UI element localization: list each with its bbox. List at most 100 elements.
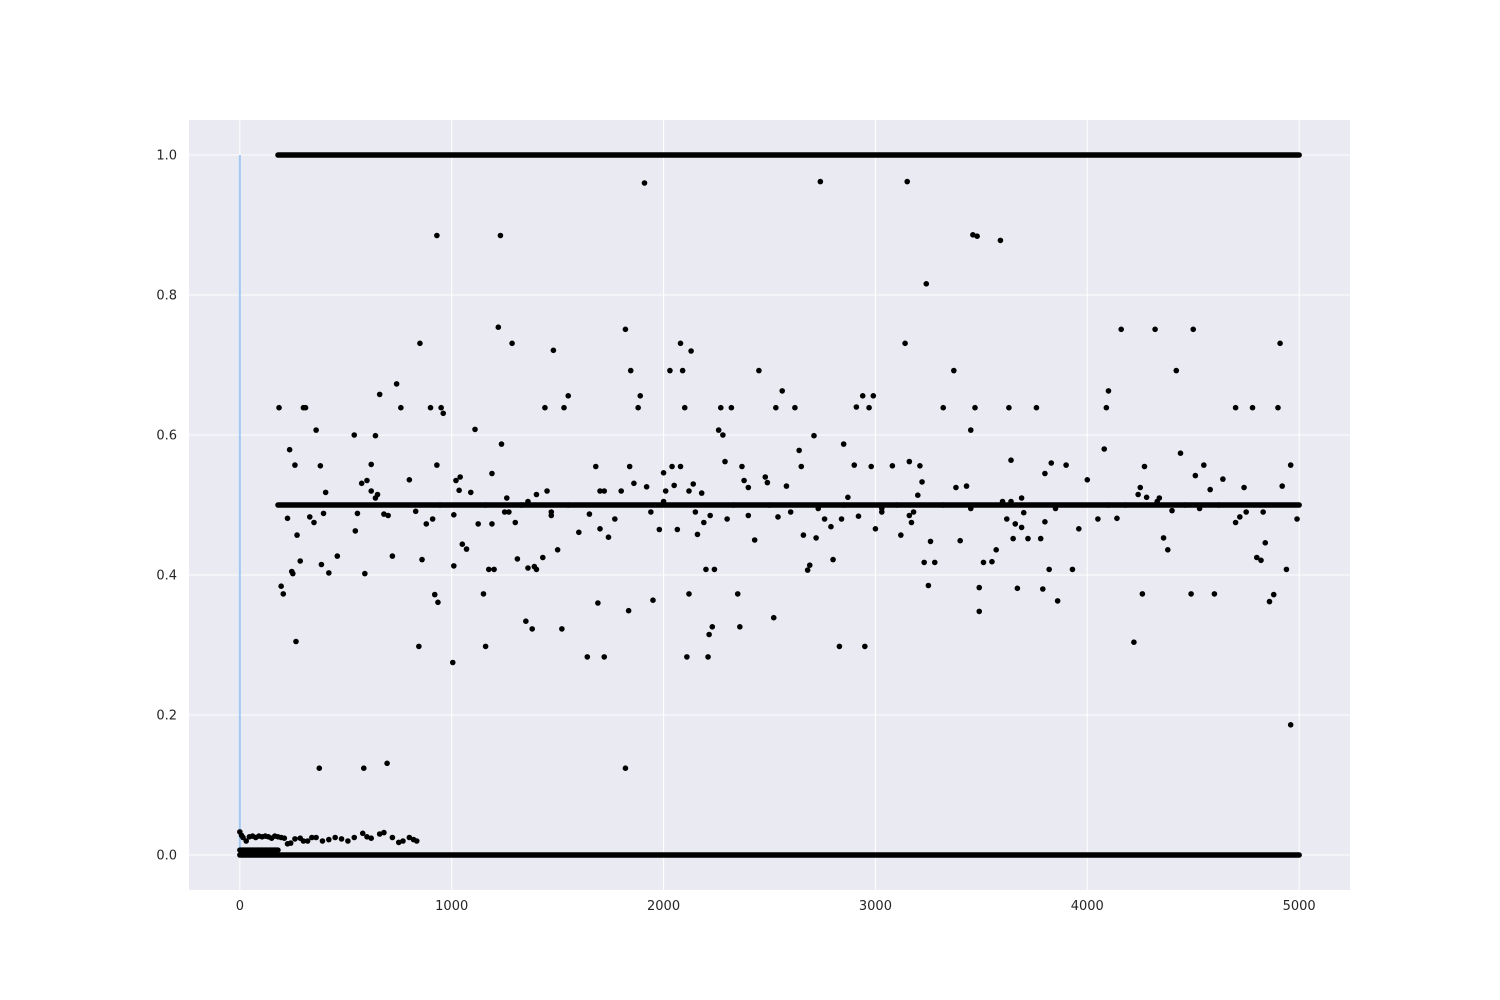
data-point — [775, 514, 781, 520]
data-point — [821, 516, 828, 522]
data-point — [684, 654, 690, 660]
data-point — [931, 559, 938, 566]
data-point — [475, 521, 481, 527]
data-point — [1137, 484, 1144, 491]
data-point — [1220, 476, 1226, 482]
data-point — [359, 830, 366, 837]
data-point — [817, 178, 824, 185]
data-point — [906, 512, 913, 519]
data-point — [681, 404, 688, 411]
data-point — [1260, 509, 1266, 515]
data-point — [806, 562, 813, 568]
data-point — [381, 829, 387, 836]
data-point — [309, 834, 315, 841]
data-point — [489, 470, 495, 477]
data-point — [489, 521, 495, 527]
data-point — [1054, 598, 1061, 604]
data-point — [828, 523, 834, 530]
data-point — [498, 441, 505, 447]
data-point — [451, 563, 457, 569]
data-point — [345, 838, 351, 844]
data-point — [1192, 472, 1199, 479]
data-point — [662, 488, 669, 494]
data-point — [764, 479, 771, 486]
data-point — [413, 838, 420, 844]
data-point — [1063, 462, 1069, 468]
data-point — [368, 461, 375, 468]
data-point — [868, 463, 874, 470]
data-point — [501, 509, 508, 515]
data-point — [1018, 495, 1025, 501]
data-point — [1040, 586, 1046, 592]
y-tick-label: 0.8 — [156, 289, 177, 304]
data-point — [796, 447, 802, 454]
data-point — [427, 404, 434, 411]
data-point — [440, 410, 447, 417]
data-point — [1003, 516, 1010, 522]
data-point — [529, 626, 536, 632]
data-point — [1241, 484, 1247, 491]
data-point — [813, 535, 819, 541]
data-point — [597, 488, 603, 494]
data-point — [1181, 502, 1188, 508]
data-point — [677, 340, 684, 347]
data-point — [497, 232, 504, 239]
data-point — [435, 599, 441, 606]
data-point — [1103, 404, 1110, 411]
data-point — [438, 404, 444, 411]
data-point — [770, 614, 777, 621]
data-point — [694, 531, 701, 538]
data-point — [840, 441, 847, 447]
data-point — [1008, 457, 1014, 464]
data-point — [840, 502, 847, 508]
data-point — [431, 591, 438, 598]
data-point — [1069, 566, 1076, 573]
data-point — [463, 546, 470, 552]
data-point — [618, 488, 624, 494]
data-point — [974, 233, 980, 239]
data-point — [1196, 505, 1203, 512]
data-point — [745, 484, 752, 491]
data-point — [722, 458, 728, 465]
data-point — [417, 340, 423, 347]
data-point — [660, 470, 667, 476]
data-point — [400, 838, 406, 844]
data-point — [376, 831, 383, 837]
data-point — [1207, 486, 1213, 493]
data-point — [908, 519, 915, 526]
data-point — [480, 591, 487, 597]
data-point — [853, 404, 860, 410]
data-point — [1025, 535, 1031, 542]
data-point — [862, 643, 868, 650]
data-point — [679, 367, 686, 374]
data-point — [976, 584, 983, 591]
data-point — [707, 512, 713, 519]
data-point — [389, 553, 396, 559]
data-point — [1131, 639, 1137, 645]
y-tick-label: 0.2 — [156, 709, 177, 724]
data-point — [804, 567, 811, 573]
data-point — [940, 404, 947, 411]
data-point — [316, 765, 323, 771]
data-point — [1190, 326, 1197, 333]
data-point — [1169, 507, 1175, 514]
data-point — [953, 484, 959, 491]
data-point — [1249, 404, 1256, 411]
data-point — [1048, 460, 1055, 466]
data-point — [548, 512, 555, 519]
data-point — [851, 462, 858, 468]
data-point — [416, 643, 422, 650]
data-point — [554, 547, 561, 553]
data-point — [1215, 502, 1222, 508]
data-point — [300, 838, 307, 844]
data-point — [925, 582, 932, 589]
data-point — [1052, 505, 1059, 512]
data-point — [542, 404, 548, 411]
data-point — [878, 505, 885, 512]
data-point — [1012, 521, 1019, 527]
data-points — [237, 152, 1302, 858]
data-point — [280, 591, 287, 597]
data-point — [669, 463, 675, 470]
data-point — [622, 765, 629, 771]
data-point — [957, 537, 963, 544]
